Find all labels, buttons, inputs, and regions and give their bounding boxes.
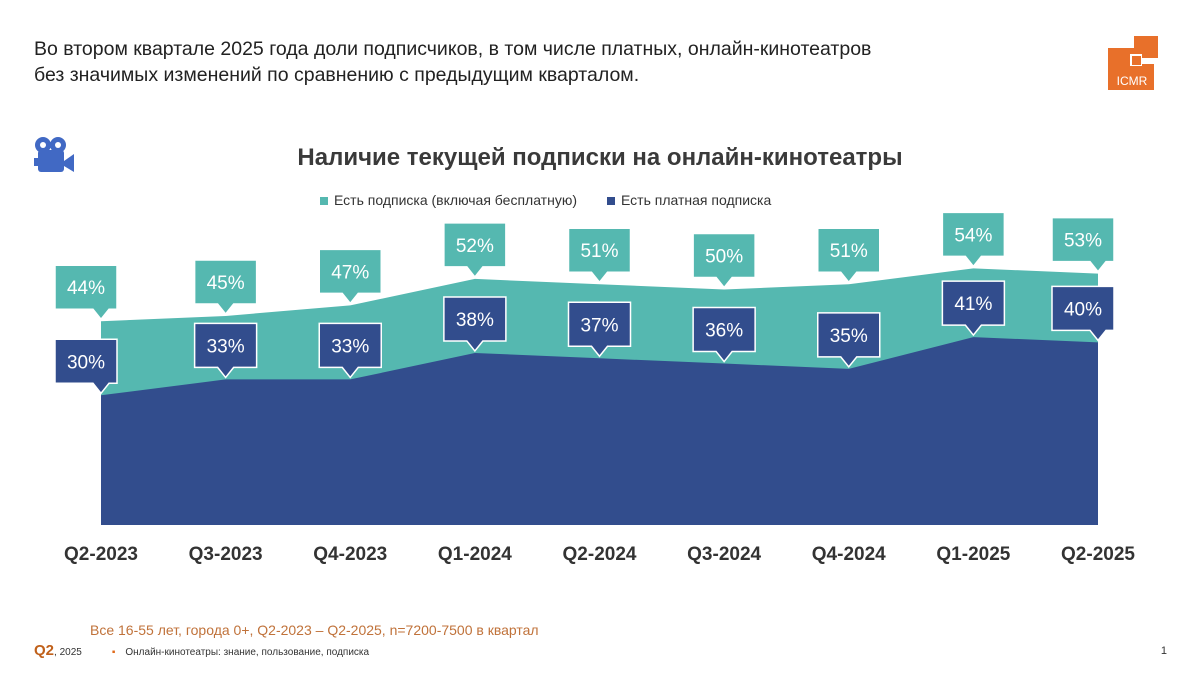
data-label-callout — [817, 227, 881, 284]
x-tick-label: Q1-2024 — [438, 544, 512, 565]
svg-text:ICMR: ICMR — [1117, 74, 1148, 88]
data-label-callout — [54, 264, 118, 321]
x-tick-label: Q3-2024 — [687, 544, 761, 565]
data-label-callout — [1051, 285, 1115, 342]
footer: Q2, 2025 ▪ Онлайн-кинотеатры: знание, поль… — [34, 642, 369, 659]
data-label-callout — [567, 227, 632, 284]
chart-title: Наличие текущей подписки на онлайн-кинот… — [297, 144, 903, 171]
period: Q2 — [34, 642, 55, 659]
data-label: 35% — [830, 326, 868, 347]
data-label-callout — [941, 211, 1006, 268]
x-tick-label: Q1-2025 — [936, 544, 1010, 565]
headline: Во втором квартале 2025 года доли подпис… — [34, 36, 1034, 88]
icmr-logo: ICMR — [1108, 36, 1158, 90]
legend-item-any: Есть подписка (включая бесплатную) — [320, 192, 577, 208]
headline-line-1: Во втором квартале 2025 года доли подпис… — [34, 38, 872, 60]
x-tick-label: Q3-2023 — [189, 544, 263, 565]
area-series-paid — [101, 337, 1098, 525]
data-label: 40% — [1064, 299, 1102, 320]
data-label: 54% — [954, 225, 992, 246]
bullet: ▪ — [111, 647, 116, 658]
data-label-callout — [692, 232, 756, 289]
data-label: 36% — [705, 321, 743, 342]
data-label-callout — [318, 322, 382, 379]
data-label: 33% — [331, 336, 369, 357]
data-label-callout — [941, 280, 1006, 337]
page-number: 1 — [1160, 645, 1167, 657]
data-label-callout — [54, 338, 118, 395]
data-label: 37% — [580, 315, 618, 336]
period-year: , 2025 — [54, 647, 82, 658]
x-tick-label: Q4-2024 — [812, 544, 886, 565]
x-tick-label: Q4-2023 — [313, 544, 387, 565]
data-label: 38% — [456, 310, 494, 331]
data-label-callout — [1051, 216, 1115, 273]
x-tick-label: Q2-2024 — [563, 544, 637, 565]
legend-label: Есть платная подписка — [621, 192, 772, 208]
chart-legend: Есть подписка (включая бесплатную) Есть … — [320, 192, 771, 208]
data-label-callout — [443, 222, 507, 279]
section-name: Онлайн-кинотеатры: знание, пользование, … — [125, 647, 370, 658]
legend-label: Есть подписка (включая бесплатную) — [334, 192, 577, 208]
data-label-callout — [567, 301, 632, 358]
data-label: 52% — [456, 236, 494, 257]
data-label: 41% — [954, 294, 992, 315]
data-label-callout — [193, 322, 258, 379]
x-tick-label: Q2-2025 — [1061, 544, 1135, 565]
data-label-callout — [318, 248, 382, 305]
data-label: 51% — [830, 241, 868, 262]
sample-note: Все 16-55 лет, города 0+, Q2-2023 – Q2-2… — [90, 622, 539, 638]
data-label: 51% — [580, 241, 618, 262]
data-label: 33% — [207, 336, 245, 357]
data-label: 53% — [1064, 231, 1102, 252]
x-tick-label: Q2-2023 — [64, 544, 138, 565]
video-camera-icon — [34, 137, 74, 172]
data-label-callout — [817, 312, 881, 369]
headline-line-2: без значимых изменений по сравнению с пр… — [34, 64, 640, 86]
data-label-callout — [443, 296, 507, 353]
data-label: 30% — [67, 352, 105, 373]
data-label-callout — [692, 306, 756, 363]
legend-item-paid: Есть платная подписка — [607, 192, 771, 208]
data-label: 45% — [207, 273, 245, 294]
data-label: 47% — [331, 262, 369, 283]
area-chart: 44% 45% 47% 52% 51% 50% 51% 54% 53% 30% 33% 33% 38% 3… — [54, 211, 1135, 565]
data-label: 44% — [67, 278, 105, 299]
data-label-callout — [193, 259, 258, 316]
data-label: 50% — [705, 247, 743, 268]
